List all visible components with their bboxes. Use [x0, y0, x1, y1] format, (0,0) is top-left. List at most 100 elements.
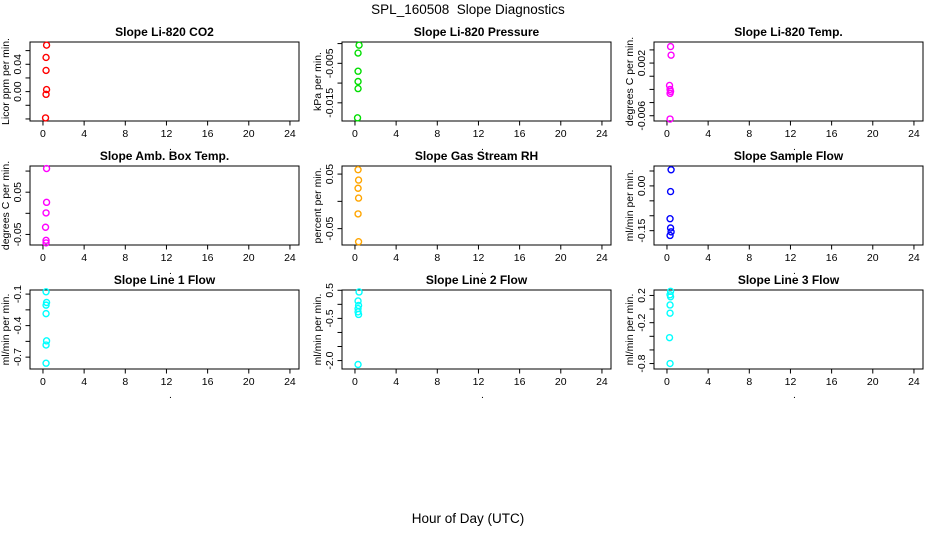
- y-tick-label: 0.2: [636, 288, 648, 303]
- x-tick-label: 8: [746, 128, 752, 140]
- subplot-slope-li-820-temp: Slope Li-820 Temp. 0 4 8 12 16 20 24. 0.002 -0.00…: [624, 0, 936, 156]
- x-tick-label: 16: [514, 252, 526, 264]
- data-point: [354, 67, 362, 75]
- y-tick-label: -0.1: [12, 285, 24, 303]
- x-tick-label: 16: [826, 128, 838, 140]
- data-point: [354, 238, 363, 246]
- subplot-slope-line-3-flow: Slope Line 3 Flow 0 4 8 12 16 20 24. 0.2 -0.2 -0.8…: [624, 248, 936, 404]
- data-point: [666, 231, 674, 240]
- data-point: [355, 41, 363, 49]
- x-tick-label: 16: [826, 252, 838, 264]
- data-point: [42, 66, 50, 75]
- x-tick-label: 20: [867, 252, 879, 264]
- data-point: [666, 115, 674, 123]
- subplot-canvas: Slope Amb. Box Temp. 0 4 8 12 16 20 24. 0.05 -0.0…: [0, 149, 300, 277]
- subplot-x-label: .: [793, 141, 796, 153]
- y-tick-label: 0.05: [12, 182, 24, 203]
- x-tick-label: 0: [352, 252, 358, 264]
- data-point: [41, 223, 50, 231]
- data-point: [354, 49, 362, 57]
- y-tick-label: -0.2: [636, 313, 648, 331]
- x-tick-label: 4: [81, 252, 87, 264]
- data-point: [42, 301, 50, 309]
- data-point: [42, 164, 51, 173]
- x-tick-label: 0: [40, 128, 46, 140]
- x-tick-label: 24: [596, 128, 608, 140]
- subplot-x-label: .: [169, 265, 172, 277]
- x-tick-label: 12: [473, 128, 485, 140]
- y-tick-label: 0.05: [324, 164, 336, 185]
- subplot-title: Slope Amb. Box Temp.: [100, 149, 229, 163]
- subplot-canvas: Slope Line 2 Flow 0 4 8 12 16 20 24. 0.5 -0.5 -2.0…: [312, 273, 612, 401]
- plot-border: [29, 41, 300, 122]
- y-axis-label: ml/min per min.: [312, 294, 324, 366]
- subplot-title: Slope Li-820 Pressure: [414, 25, 540, 39]
- x-tick-label: 4: [393, 376, 399, 388]
- subplot-canvas: Slope Li-820 CO2 0 4 8 12 16 20 24. 0.04 0.00Lico…: [0, 25, 300, 153]
- y-axis-label: degrees C per min.: [0, 161, 12, 250]
- x-tick-label: 0: [664, 128, 670, 140]
- data-point: [353, 114, 362, 122]
- x-tick-label: 20: [867, 376, 879, 388]
- y-axis-label: ml/min per min.: [0, 294, 12, 366]
- x-tick-label: 24: [908, 252, 920, 264]
- x-tick-label: 0: [40, 252, 46, 264]
- y-axis-label: ml/min per min.: [624, 170, 636, 242]
- data-point: [666, 187, 675, 196]
- subplot-slope-line-1-flow: Slope Line 1 Flow 0 4 8 12 16 20 24. -0.1 -0.4 -0.…: [0, 248, 312, 404]
- subplot-canvas: Slope Li-820 Temp. 0 4 8 12 16 20 24. 0.002 -0.00…: [624, 25, 924, 153]
- x-tick-label: 12: [785, 252, 797, 264]
- plot-border: [341, 41, 612, 122]
- data-point: [354, 360, 362, 369]
- x-tick-label: 0: [664, 252, 670, 264]
- x-tick-label: 4: [393, 252, 399, 264]
- subplot-canvas: Slope Li-820 Pressure 0 4 8 12 16 20 24. -0.005 -…: [312, 25, 612, 153]
- y-tick-label: -0.05: [12, 222, 24, 246]
- y-axis-label: kPa per min.: [312, 52, 324, 111]
- subplot-title: Slope Gas Stream RH: [415, 149, 538, 163]
- x-tick-label: 20: [243, 376, 255, 388]
- x-tick-label: 8: [434, 128, 440, 140]
- plot-border: [653, 289, 924, 370]
- x-tick-label: 4: [81, 128, 87, 140]
- subplot-title: Slope Line 2 Flow: [426, 273, 528, 287]
- data-point: [666, 309, 674, 317]
- subplot-slope-line-2-flow: Slope Line 2 Flow 0 4 8 12 16 20 24. 0.5 -0.5 -2.0…: [312, 248, 624, 404]
- x-tick-label: 20: [555, 252, 567, 264]
- y-tick-label: -0.05: [324, 217, 336, 241]
- data-point: [666, 224, 675, 232]
- data-point: [42, 359, 50, 367]
- subplot-canvas: Slope Line 1 Flow 0 4 8 12 16 20 24. -0.1 -0.4 -0.…: [0, 273, 300, 401]
- subplot-x-label: .: [793, 389, 796, 401]
- x-tick-label: 8: [434, 376, 440, 388]
- subplot-slope-li-820-co2: Slope Li-820 CO2 0 4 8 12 16 20 24. 0.04 0.00 Lico…: [0, 0, 312, 156]
- y-tick-label: 0.04: [12, 54, 24, 75]
- plot-border: [29, 289, 300, 370]
- y-axis-label: degrees C per min.: [624, 37, 636, 126]
- subplot-title: Slope Li-820 Temp.: [734, 25, 842, 39]
- subplot-canvas: Slope Gas Stream RH 0 4 8 12 16 20 24. 0.05 -0.05…: [312, 149, 612, 277]
- y-tick-label: 0.5: [324, 283, 336, 298]
- y-tick-label: -0.8: [636, 354, 648, 372]
- subplot-title: Slope Line 1 Flow: [114, 273, 216, 287]
- data-point: [354, 84, 362, 93]
- subplot-x-label: .: [169, 389, 172, 401]
- x-tick-label: 20: [867, 128, 879, 140]
- data-point: [42, 41, 51, 49]
- data-point: [42, 341, 50, 349]
- y-tick-label: -0.015: [324, 88, 336, 118]
- y-tick-label: -0.15: [636, 219, 648, 243]
- plot-border: [653, 165, 924, 246]
- x-tick-label: 24: [596, 252, 608, 264]
- data-point: [354, 210, 362, 218]
- data-point: [667, 51, 675, 59]
- subplot-x-label: .: [481, 389, 484, 401]
- subplot-x-label: .: [793, 265, 796, 277]
- x-tick-label: 4: [705, 128, 711, 140]
- x-tick-label: 20: [555, 128, 567, 140]
- y-tick-label: -0.4: [12, 316, 24, 334]
- data-point: [354, 184, 362, 192]
- x-tick-label: 0: [664, 376, 670, 388]
- x-tick-label: 20: [243, 128, 255, 140]
- x-tick-label: 12: [473, 252, 485, 264]
